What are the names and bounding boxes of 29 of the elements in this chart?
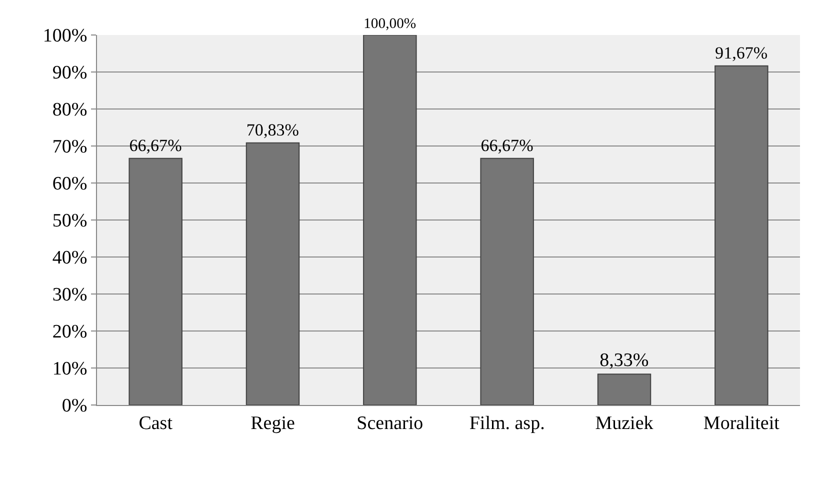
y-tick-label: 100% (42, 26, 88, 47)
data-label: 100,00% (364, 16, 416, 32)
y-tick-label: 90% (52, 62, 88, 84)
y-tick-label: 70% (52, 136, 88, 158)
y-tick-label: 0% (62, 396, 88, 417)
y-tick-label: 40% (52, 248, 88, 269)
bar (714, 65, 768, 405)
data-label: 66,67% (480, 136, 534, 155)
y-tick-label: 50% (52, 210, 88, 232)
x-tick-label: Cast (138, 412, 174, 434)
y-tick-label: 20% (52, 322, 88, 343)
data-label: 70,83% (246, 120, 299, 140)
x-tick-label: Moraliteit (703, 412, 780, 434)
bar (363, 35, 417, 405)
x-tick-label: Regie (250, 412, 295, 434)
y-tick-label: 80% (52, 100, 88, 121)
y-tick-label: 10% (52, 358, 88, 380)
x-tick-label: Scenario (356, 412, 424, 434)
bar (246, 142, 300, 405)
y-tick-label: 30% (52, 284, 88, 306)
data-label: 91,67% (715, 43, 768, 62)
bar (597, 374, 652, 405)
data-label: 66,67% (129, 136, 182, 155)
y-tick-label: 60% (52, 174, 88, 195)
data-label: 8,33% (600, 350, 649, 372)
x-tick-label: Film. asp. (469, 412, 545, 434)
bar (480, 158, 534, 405)
x-tick-label: Muziek (595, 412, 654, 434)
bar (128, 158, 182, 405)
